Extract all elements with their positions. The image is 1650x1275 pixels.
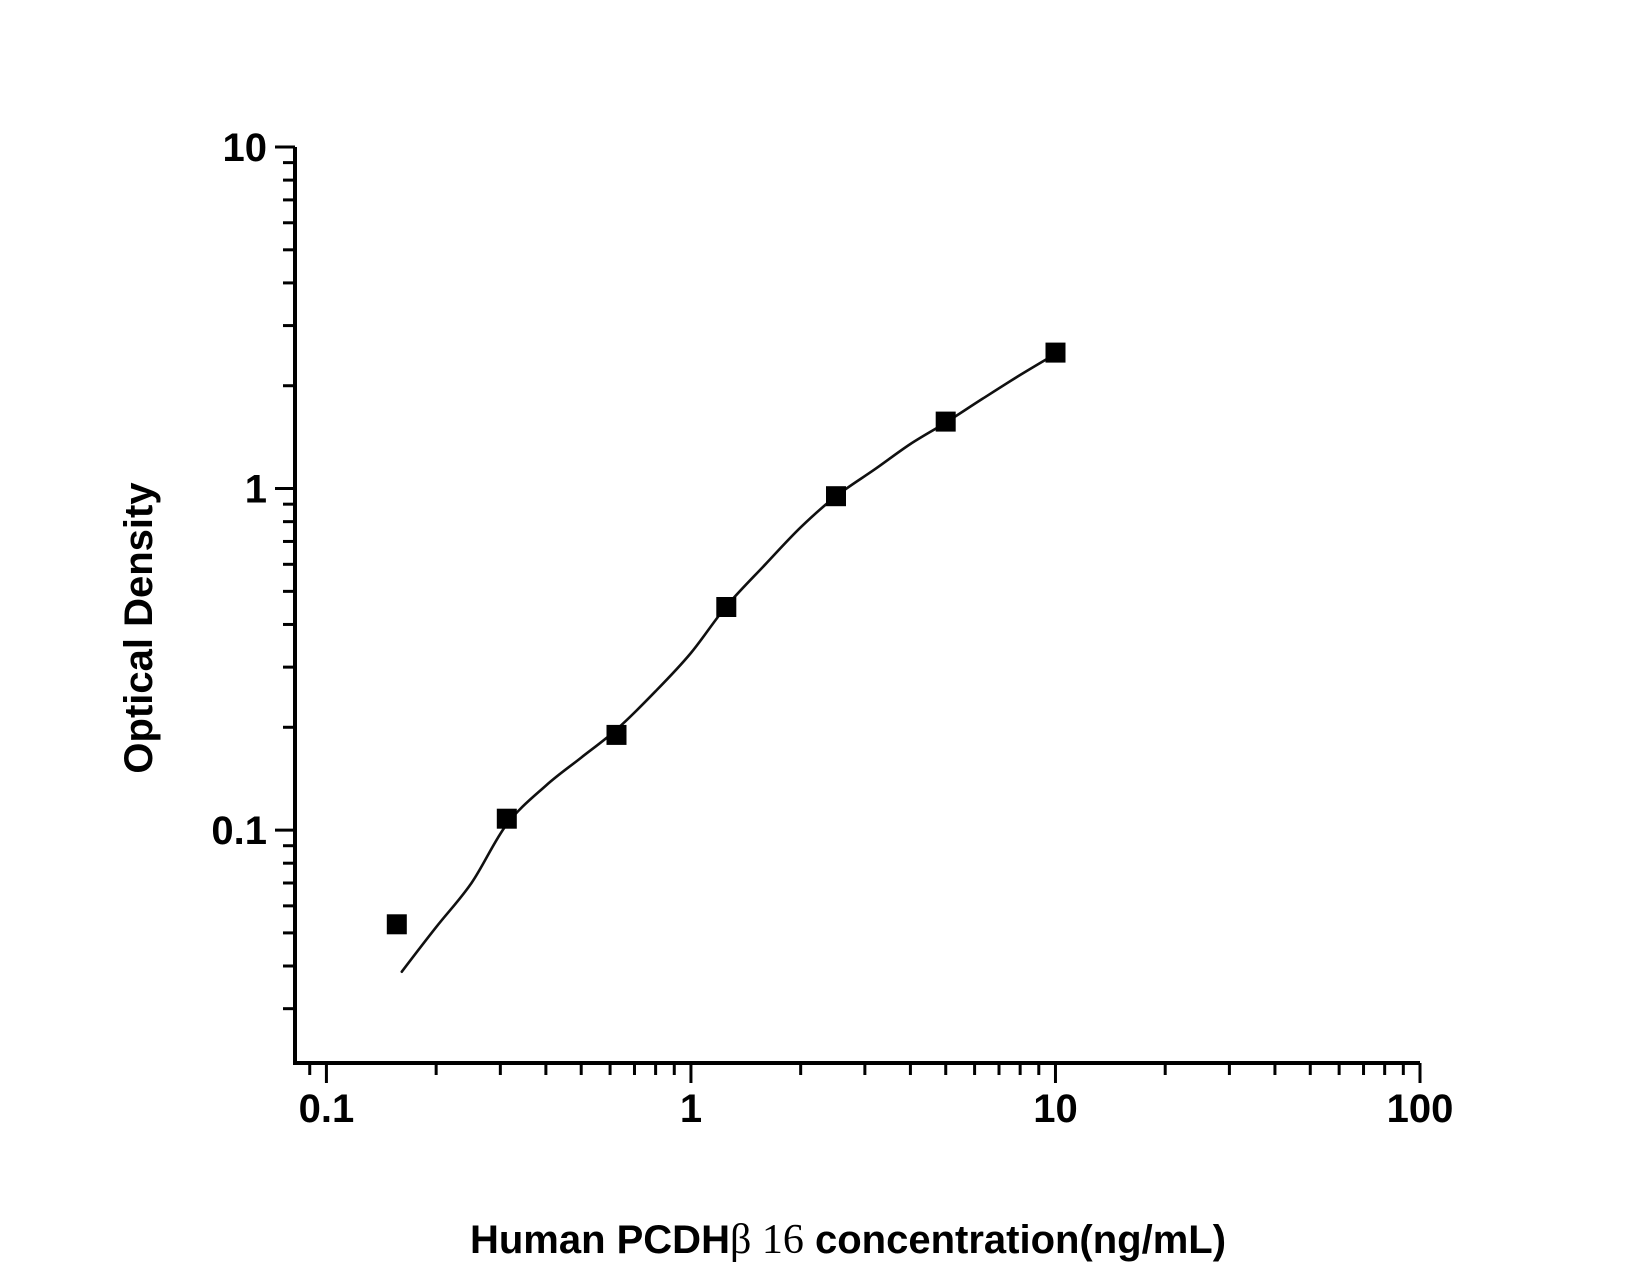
- x-tick-label-1: 1: [680, 1087, 702, 1131]
- x-axis-title-part-sans-2: concentration(ng/mL): [804, 1218, 1226, 1262]
- data-point-marker-4: [826, 486, 846, 507]
- data-point-marker-6: [1045, 342, 1066, 363]
- data-point-marker-2: [606, 724, 627, 745]
- data-point-marker-1: [496, 808, 517, 829]
- x-axis-title-part-sans-1: Human PCDH: [470, 1218, 730, 1262]
- axis-ticks: [275, 145, 1422, 1083]
- axis-lines: [293, 147, 1420, 1065]
- x-axis-title: Human PCDHβ 16 concentration(ng/mL): [470, 1217, 1226, 1263]
- data-point-marker-0: [386, 914, 407, 935]
- data-point-marker-3: [716, 597, 737, 617]
- y-tick-label-10: 10: [223, 126, 268, 170]
- data-point-marker-5: [935, 411, 956, 432]
- x-axis-title-part-serif-beta: β 16: [730, 1217, 804, 1263]
- y-tick-label-1: 1: [245, 468, 267, 512]
- data-point-markers: [386, 342, 1066, 935]
- x-tick-label-100: 100: [1387, 1087, 1454, 1131]
- fit-curve-line: [400, 351, 1058, 973]
- y-axis-title: Optical Density: [117, 482, 161, 774]
- x-tick-label-10: 10: [1033, 1087, 1078, 1131]
- y-tick-label-0.1: 0.1: [211, 809, 267, 853]
- axis-tick-labels: 0.1 1 10 100 0.1 1 10: [211, 126, 1453, 1131]
- x-tick-label-0.1: 0.1: [299, 1087, 355, 1131]
